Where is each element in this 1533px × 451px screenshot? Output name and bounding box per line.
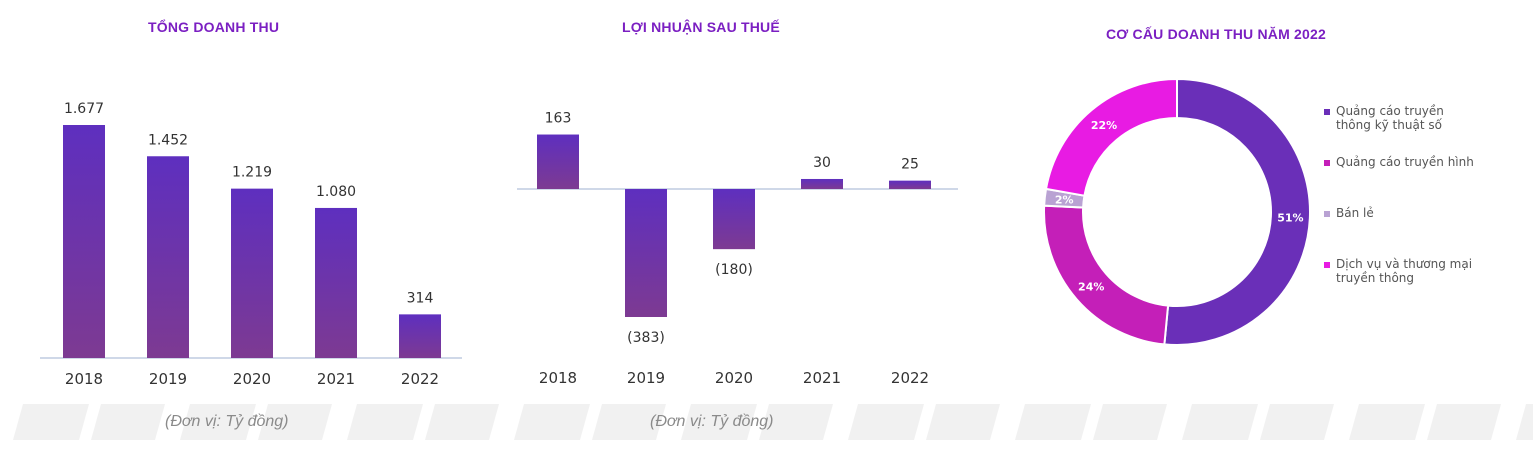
background-stripe [926,404,1000,440]
background-stripe [514,404,590,440]
bar [625,189,667,317]
background-stripe [759,404,833,440]
background-stripe [13,404,89,440]
x-tick-label: 2020 [233,370,271,388]
legend-item: Quảng cáo truyền thông kỹ thuật số [1324,104,1524,132]
legend-item: Dịch vụ và thương mại truyền thông [1324,257,1524,285]
bar-value-label: 1.677 [64,101,104,117]
slice-percent-label: 22% [1091,119,1117,132]
legend-swatch [1324,160,1330,166]
revenue-chart-title: TỔNG DOANH THU [148,19,280,35]
bar-value-label: 25 [901,157,919,173]
background-stripe [1427,404,1501,440]
legend-swatch [1324,211,1330,217]
bar-value-label: 1.219 [232,165,272,181]
profit-unit-label: (Đơn vị: Tỷ đồng) [650,413,774,430]
bar [63,125,105,358]
bar [889,180,931,189]
legend-item: Bán lẻ [1324,206,1524,220]
background-stripe [681,404,757,440]
x-tick-label: 2019 [627,369,665,387]
background-stripe [1260,404,1334,440]
slice-percent-label: 51% [1277,211,1303,224]
bar-value-label: (383) [627,330,665,346]
legend-item: Quảng cáo truyền hình [1324,155,1524,169]
revenue-structure-title: CƠ CẤU DOANH THU NĂM 2022 [1106,26,1326,42]
bar [231,188,273,358]
slice-percent-label: 24% [1078,280,1104,293]
x-tick-label: 2019 [149,370,187,388]
bar [399,314,441,358]
background-stripe [592,404,666,440]
legend-label: Quảng cáo truyền thông kỹ thuật số [1336,104,1444,132]
donut-slice [1163,77,1311,346]
bar [801,178,843,189]
bar-value-label: (180) [715,262,753,278]
x-tick-label: 2022 [401,370,439,388]
background-stripe [1093,404,1167,440]
bar-value-label: 1.452 [148,132,188,148]
background-stripe [1516,404,1533,440]
background-stripe [425,404,499,440]
revenue-structure-donut: 51% 24% 2% 22% [1043,77,1311,346]
profit-chart-title: LỢI NHUẬN SAU THUẾ [622,19,780,35]
legend-label: Quảng cáo truyền hình [1336,155,1474,169]
bar-value-label: 163 [545,111,572,127]
x-tick-label: 2021 [803,369,841,387]
profit-bar-chart: 163 2018 (383) 2019 (180) 2020 30 2021 25 2022 [517,111,958,387]
donut-slice [1044,77,1178,197]
legend-swatch [1324,262,1330,268]
x-tick-label: 2022 [891,369,929,387]
background-stripe [1015,404,1091,440]
bar-value-label: 314 [407,290,434,306]
revenue-bar-chart: 1.677 2018 1.452 2019 1.219 2020 1.080 2021 314 2… [40,101,462,388]
background-stripe [1349,404,1425,440]
background-stripe [258,404,332,440]
background-stripe [1182,404,1258,440]
revenue-unit-label: (Đơn vị: Tỷ đồng) [165,413,289,430]
x-tick-label: 2018 [65,370,103,388]
background-stripe [91,404,165,440]
bar [537,134,579,189]
x-tick-label: 2021 [317,370,355,388]
slice-percent-label: 2% [1055,193,1074,206]
bar-value-label: 30 [813,155,831,171]
legend-swatch [1324,109,1330,115]
background-stripe [347,404,423,440]
background-stripe [180,404,256,440]
bar [315,207,357,358]
legend-label: Dịch vụ và thương mại truyền thông [1336,257,1473,285]
x-tick-label: 2018 [539,369,577,387]
background-stripe [848,404,924,440]
bar [713,189,755,250]
bar [147,156,189,358]
donut-slice [1043,204,1170,346]
legend-label: Bán lẻ [1336,206,1374,220]
x-tick-label: 2020 [715,369,753,387]
bar-value-label: 1.080 [316,184,356,200]
